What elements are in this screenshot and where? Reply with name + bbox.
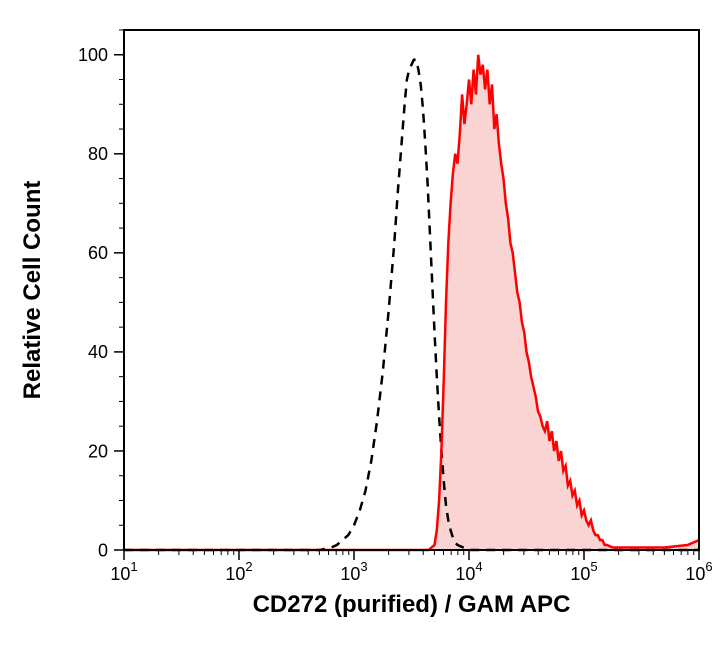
y-tick-label: 60 <box>88 243 108 263</box>
chart-container: 101102103104105106CD272 (purified) / GAM… <box>0 0 723 662</box>
y-tick-label: 20 <box>88 441 108 461</box>
y-tick-label: 100 <box>78 45 108 65</box>
y-axis-label: Relative Cell Count <box>19 181 46 400</box>
flow-cytometry-histogram: 101102103104105106CD272 (purified) / GAM… <box>0 0 723 662</box>
y-tick-label: 80 <box>88 144 108 164</box>
y-tick-label: 0 <box>98 540 108 560</box>
x-axis-label: CD272 (purified) / GAM APC <box>253 591 571 618</box>
y-tick-label: 40 <box>88 342 108 362</box>
